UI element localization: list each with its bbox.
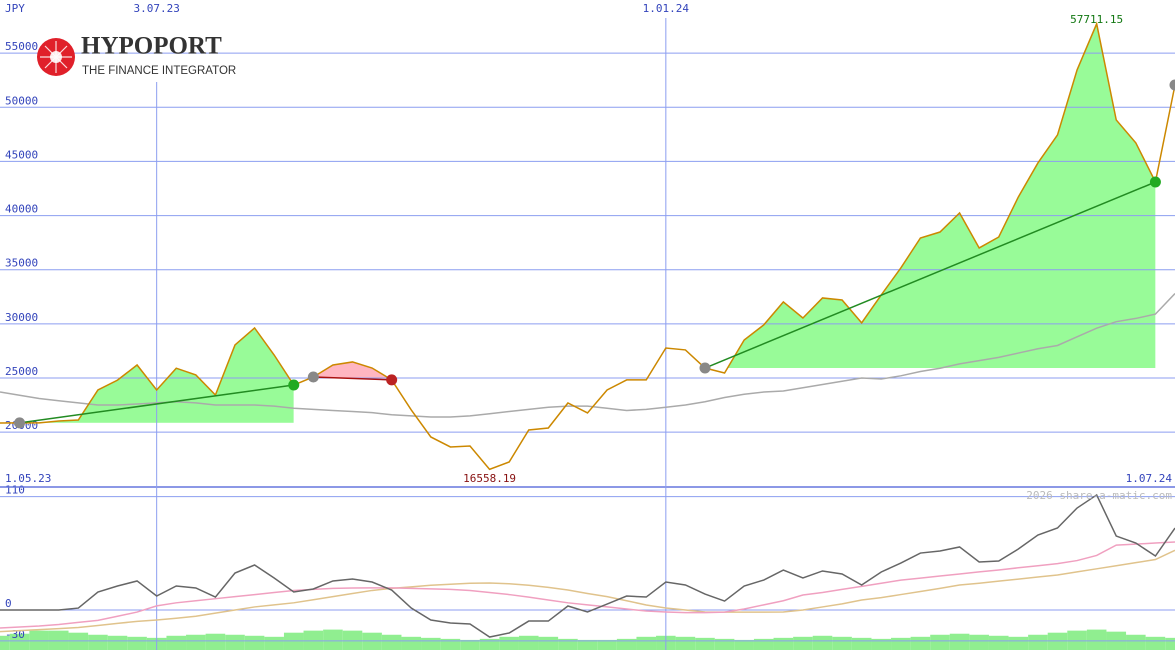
bar [851,637,872,650]
max-label: 57711.15 [1070,13,1123,26]
bar [930,634,950,650]
trend-line [704,181,1156,369]
series-line [0,493,1175,638]
min-label: 16558.19 [463,472,516,485]
x-tick-label: 1.01.24 [643,2,690,15]
bar [499,636,519,650]
y-tick-label: 30000 [5,311,38,324]
trend-end-dot [386,374,398,386]
bar [0,635,10,650]
series-line [0,293,1175,418]
bar [107,635,128,650]
trend-end-dot [1149,176,1161,188]
bar [381,634,402,650]
bar [48,630,69,650]
bar [871,638,892,650]
bar [440,638,461,650]
x-tick-label: 1.07.24 [1126,472,1173,485]
bar [479,638,500,650]
bar [1086,629,1107,650]
y-tick-label: 0 [5,597,12,610]
trend-line [313,376,392,381]
bar [225,634,245,650]
y-tick-label: 50000 [5,94,38,107]
y-tick-label: 25000 [5,365,38,378]
bar [303,630,324,650]
bar [832,636,852,650]
bar [88,634,108,650]
trend-fill [705,23,1156,369]
y-axis-label: JPY [5,2,25,15]
bar [29,630,49,650]
y-tick-label: 40000 [5,203,38,216]
trend-start-dot [307,371,319,383]
logo-name: HYPOPORT [81,33,222,60]
bar [9,633,30,650]
bar [577,639,598,650]
bar [675,636,696,650]
bar [205,633,226,650]
bar [1067,630,1087,650]
bar [264,636,284,650]
bar [891,637,911,650]
bar [558,638,578,650]
bar [753,638,774,650]
bar [323,629,343,650]
bar [793,636,813,650]
trend-start-dot [699,362,711,374]
bar [518,635,539,650]
trend-end-dot [288,379,300,391]
y-tick-label: 45000 [5,148,38,161]
x-tick-label: 1.05.23 [5,472,51,485]
bar [166,635,187,650]
bar [812,635,833,650]
bar [244,635,265,650]
logo-tagline: THE FINANCE INTEGRATOR [82,65,236,77]
bar [597,639,617,650]
trend-start-dot [14,417,26,429]
watermark: 2026 share-a-matic.com [1026,489,1172,502]
bar [401,636,422,650]
trend-fill [19,327,294,423]
bar [695,637,715,650]
bar [949,633,970,650]
bar [910,636,931,650]
bar [538,636,559,650]
bar [460,639,480,650]
bar [342,630,363,650]
x-tick-label: 3.07.23 [133,2,179,15]
bar [988,635,1009,650]
series-line [0,541,1175,629]
bar [1165,637,1175,650]
bar [1126,634,1146,650]
end-dot [1169,79,1175,91]
logo-rays [40,41,72,73]
bar [1008,636,1029,650]
y-tick-label: 35000 [5,257,38,270]
bar [636,636,657,650]
logo: HYPOPORT THE FINANCE INTEGRATOR [37,33,236,77]
bar [186,634,206,650]
y-tick-label: 110 [5,484,25,497]
bar [714,638,735,650]
bar [969,634,989,650]
trend-line [19,384,294,424]
bar [773,637,794,650]
series-line [0,549,1175,633]
bar [734,639,754,650]
bar [1028,634,1048,650]
y-tick-label: 55000 [5,40,38,53]
series-line [0,21,1175,471]
bar [421,637,441,650]
bar [616,638,637,650]
bar [1145,636,1166,650]
bar [127,636,147,650]
trend-fill [313,361,392,380]
